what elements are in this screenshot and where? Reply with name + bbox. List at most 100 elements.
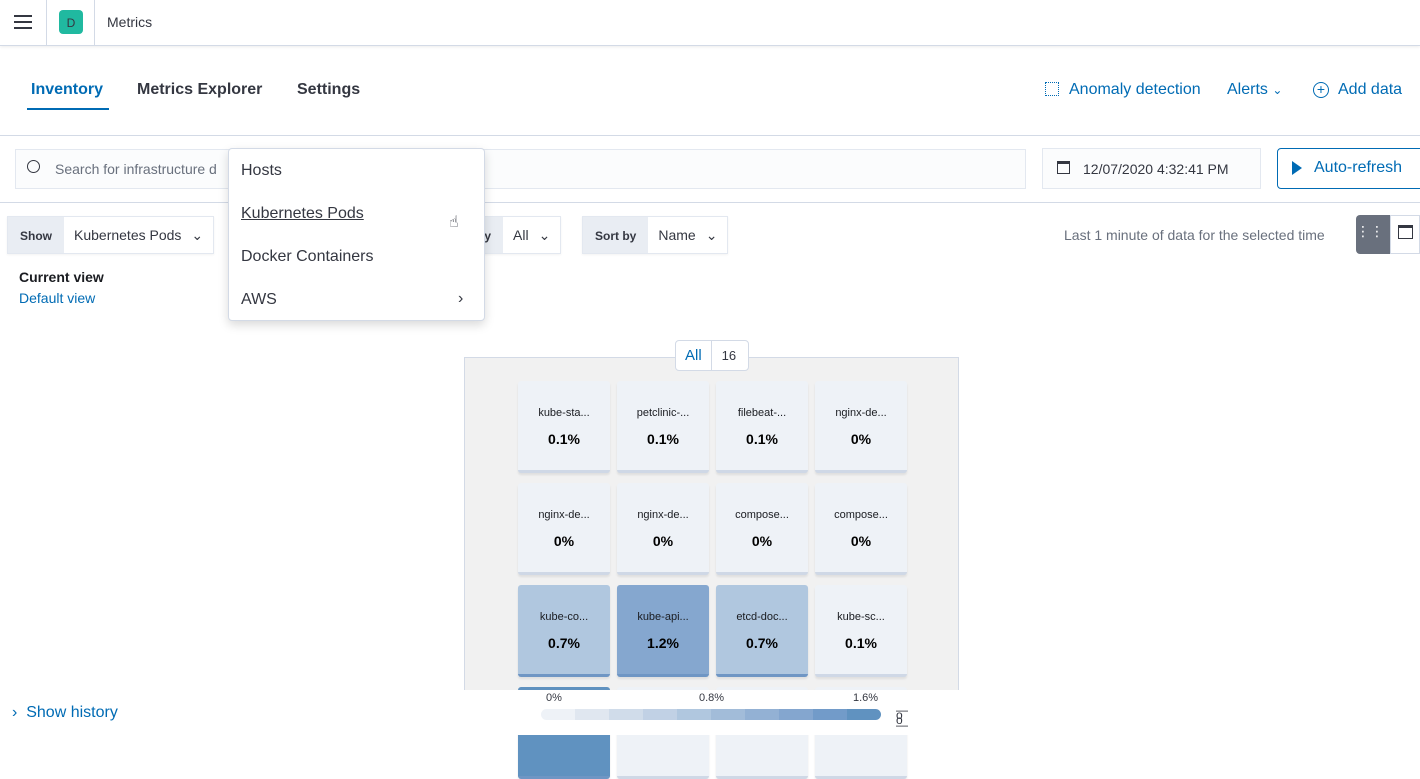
date-picker[interactable]: 12/07/2020 4:32:41 PM xyxy=(1042,148,1261,189)
space-avatar[interactable]: D xyxy=(59,10,83,34)
menu-icon[interactable] xyxy=(14,15,32,29)
show-history-button[interactable]: › Show history xyxy=(12,704,118,722)
pod-name: kube-sta... xyxy=(538,407,590,419)
legend-options-icon[interactable]: —o o— xyxy=(896,703,908,732)
auto-refresh-button[interactable]: Auto-refresh xyxy=(1277,148,1420,189)
chevron-down-icon: ⌄ xyxy=(538,227,551,243)
pod-value: 0% xyxy=(652,533,674,549)
pod-value: 0.7% xyxy=(746,635,778,651)
pod-tile[interactable]: nginx-de... 0% xyxy=(815,381,907,473)
group-badge[interactable]: All 16 xyxy=(675,340,749,371)
chevron-down-icon: ⌄ xyxy=(1272,83,1283,97)
legend-step xyxy=(779,709,813,720)
pod-value: 0.1% xyxy=(746,431,778,447)
pod-name: compose... xyxy=(834,509,888,521)
pod-name: nginx-de... xyxy=(637,509,689,521)
search-placeholder: Search for infrastructure d xyxy=(55,161,217,177)
pod-value: 0% xyxy=(850,431,872,447)
legend-step xyxy=(813,709,847,720)
legend-step xyxy=(609,709,643,720)
saved-view-link[interactable]: Default view xyxy=(19,290,96,306)
pointer-cursor-icon: ☝ xyxy=(449,214,459,231)
table-icon xyxy=(1397,225,1413,239)
pod-name: compose... xyxy=(735,509,789,521)
show-history-label: Show history xyxy=(26,704,118,721)
waffle-map: kube-sta... 0.1% petclinic-... 0.1% filebeat… xyxy=(464,357,959,779)
top-bar: D Metrics xyxy=(0,0,1420,46)
group-count: 16 xyxy=(721,348,737,363)
pod-tile[interactable]: filebeat-... 0.1% xyxy=(716,381,808,473)
alerts-label: Alerts xyxy=(1227,81,1268,98)
pod-value: 0.1% xyxy=(647,431,679,447)
pod-value: 0% xyxy=(850,533,872,549)
pod-name: etcd-doc... xyxy=(736,611,788,623)
map-view-button[interactable]: ⋮⋮⋮ xyxy=(1356,215,1398,254)
show-select[interactable]: Show Kubernetes Pods ⌄ xyxy=(7,216,215,254)
pod-value: 0.1% xyxy=(548,431,580,447)
pod-tile[interactable]: kube-sta... 0.1% xyxy=(518,381,610,473)
pod-name: nginx-de... xyxy=(835,407,887,419)
legend-max: 1.6% xyxy=(853,692,879,704)
menu-item-docker-containers[interactable]: Docker Containers xyxy=(241,248,374,265)
pod-value: 0.1% xyxy=(845,635,877,651)
show-label: Show xyxy=(8,217,64,253)
menu-item-kubernetes-pods[interactable]: Kubernetes Pods xyxy=(241,205,364,222)
search-icon xyxy=(27,160,40,173)
menu-item-aws[interactable]: AWS xyxy=(241,291,277,308)
sort-by-label: Sort by xyxy=(583,217,649,253)
pod-tile[interactable]: kube-sc... 0.1% xyxy=(815,585,907,677)
pod-tile[interactable]: kube-api... 1.2% xyxy=(617,585,709,677)
pod-name: filebeat-... xyxy=(737,407,787,419)
tab-settings[interactable]: Settings xyxy=(297,81,361,98)
sort-by-select[interactable]: Sort by Name ⌄ xyxy=(582,216,729,254)
legend-step xyxy=(677,709,711,720)
legend-min: 0% xyxy=(546,692,562,704)
menu-item-hosts[interactable]: Hosts xyxy=(241,162,282,179)
time-note: Last 1 minute of data for the selected t… xyxy=(1064,227,1325,243)
pod-name: nginx-de... xyxy=(538,509,590,521)
pod-value: 0.7% xyxy=(548,635,580,651)
legend-mid: 0.8% xyxy=(699,692,725,704)
pod-tile[interactable]: compose... 0% xyxy=(716,483,808,575)
show-dropdown-menu: Hosts Kubernetes Pods Docker Containers … xyxy=(228,148,485,321)
search-input[interactable]: Search for infrastructure d xyxy=(15,149,1026,189)
tab-metrics-explorer[interactable]: Metrics Explorer xyxy=(137,81,263,98)
pod-tile[interactable]: nginx-de... 0% xyxy=(617,483,709,575)
play-icon xyxy=(1292,161,1302,175)
pod-tile[interactable]: nginx-de... 0% xyxy=(518,483,610,575)
tab-inventory[interactable]: Inventory xyxy=(31,81,104,98)
pod-name: petclinic-... xyxy=(636,407,690,419)
pod-tile[interactable]: compose... 0% xyxy=(815,483,907,575)
pod-name: kube-sc... xyxy=(837,611,885,623)
chevron-right-icon: › xyxy=(458,290,464,307)
chevron-down-icon: ⌄ xyxy=(191,227,204,243)
legend-step xyxy=(847,709,881,720)
chevron-right-icon: › xyxy=(12,704,18,721)
pod-tile[interactable]: kube-co... 0.7% xyxy=(518,585,610,677)
legend-step xyxy=(643,709,677,720)
legend-step xyxy=(711,709,745,720)
alerts-menu[interactable]: Alerts ⌄ xyxy=(1227,81,1282,99)
chevron-down-icon: ⌄ xyxy=(705,227,718,243)
pod-tile[interactable]: petclinic-... 0.1% xyxy=(617,381,709,473)
pod-value: 0% xyxy=(751,533,773,549)
table-view-button[interactable] xyxy=(1390,215,1420,254)
add-data-link[interactable]: Add data xyxy=(1338,81,1403,98)
pod-value: 0% xyxy=(553,533,575,549)
group-by-value: All xyxy=(513,227,529,243)
grid-icon: ⋮⋮⋮ xyxy=(1356,223,1398,239)
plus-circle-icon: + xyxy=(1313,82,1329,98)
anomaly-icon xyxy=(1045,82,1059,96)
pod-value: 1.2% xyxy=(647,635,679,651)
legend-step xyxy=(541,709,575,720)
color-legend xyxy=(541,709,881,720)
pod-name: kube-co... xyxy=(539,611,589,623)
active-tab-indicator xyxy=(27,108,109,110)
legend-step xyxy=(575,709,609,720)
anomaly-detection-link[interactable]: Anomaly detection xyxy=(1069,81,1201,98)
pod-tile[interactable]: etcd-doc... 0.7% xyxy=(716,585,808,677)
date-value: 12/07/2020 4:32:41 PM xyxy=(1083,161,1229,177)
sort-by-value: Name xyxy=(658,227,696,243)
current-view-label: Current view xyxy=(19,269,104,285)
app-title: Metrics xyxy=(107,14,153,30)
